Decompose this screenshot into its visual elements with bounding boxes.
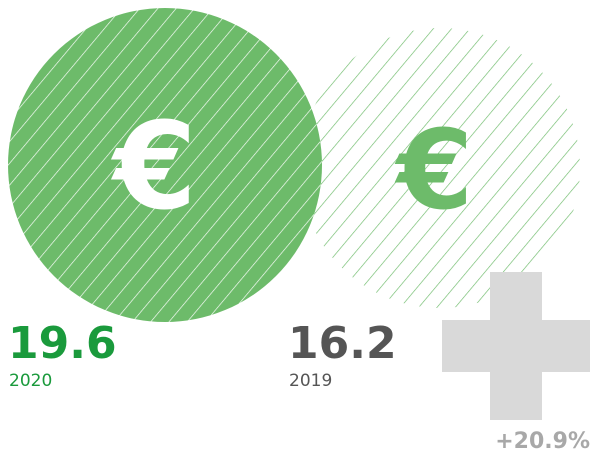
plus-icon: [442, 272, 590, 420]
value-2020: 19.6: [8, 318, 117, 369]
circle-2019: [300, 28, 580, 308]
euro-icon: €: [110, 98, 197, 237]
year-2020: 2020: [9, 371, 52, 391]
euro-icon: €: [394, 106, 474, 234]
year-2019: 2019: [289, 371, 332, 391]
change-label: +20.9%: [495, 429, 590, 454]
circle-2020: [8, 8, 322, 322]
value-2019: 16.2: [288, 318, 397, 369]
